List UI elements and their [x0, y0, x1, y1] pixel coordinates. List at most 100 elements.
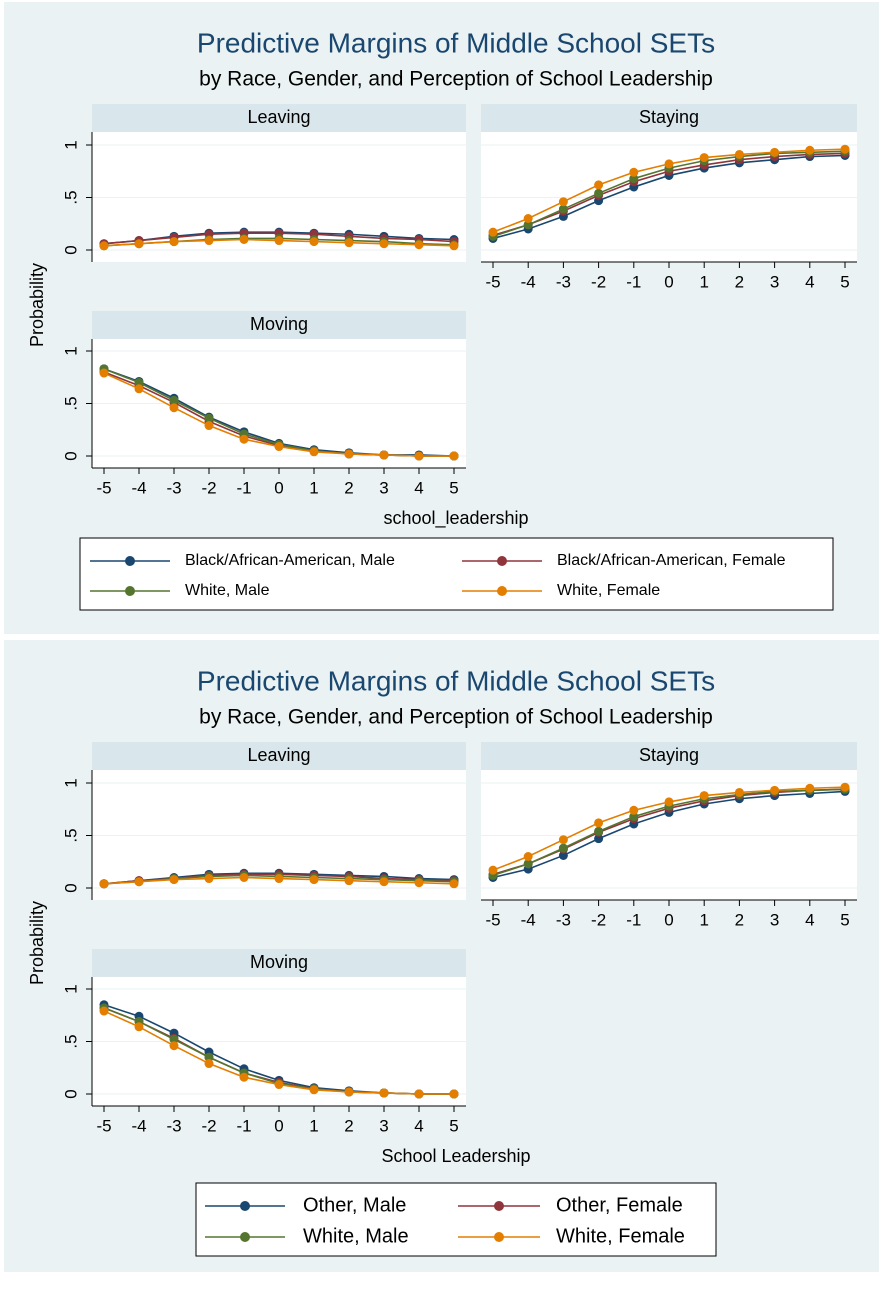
y-tick-label: 1: [61, 778, 80, 787]
series-marker: [523, 220, 533, 230]
x-tick-label: 1: [699, 910, 708, 929]
x-tick-label: -4: [131, 478, 146, 497]
panel-title: Moving: [250, 314, 308, 334]
series-marker: [134, 378, 144, 387]
x-tick-label: 4: [805, 910, 814, 929]
legend-marker: [494, 1201, 504, 1211]
x-tick-label: 2: [735, 910, 744, 929]
series-marker: [239, 1072, 249, 1082]
x-tick-label: 3: [379, 1116, 388, 1135]
series-marker: [169, 395, 179, 405]
legend-label: White, Male: [185, 582, 270, 599]
series-marker: [134, 384, 144, 394]
series-marker: [449, 451, 459, 461]
series-marker: [558, 843, 568, 853]
series-marker: [594, 834, 604, 844]
series-marker: [734, 787, 744, 797]
series-marker: [99, 879, 109, 889]
x-tick-label: -5: [96, 478, 111, 497]
series-marker: [344, 876, 354, 886]
series-marker: [558, 197, 568, 207]
y-tick-label: 0: [61, 883, 80, 892]
chart-subtitle: by Race, Gender, and Perception of Schoo…: [199, 706, 713, 729]
x-tick-label: -5: [485, 910, 500, 929]
series-marker: [523, 214, 533, 223]
series-marker: [379, 1088, 389, 1098]
series-marker: [239, 434, 249, 444]
y-tick-label: 0: [61, 1089, 80, 1098]
series-marker: [805, 783, 815, 793]
series-marker: [805, 145, 815, 155]
x-tick-label: 0: [274, 1116, 283, 1135]
x-tick-label: 5: [449, 478, 458, 497]
x-tick-label: -4: [131, 1116, 146, 1135]
series-marker: [274, 874, 284, 884]
legend-label: White, Female: [557, 582, 660, 599]
legend-marker: [125, 556, 135, 566]
series-marker: [169, 1034, 179, 1044]
panel-title: Leaving: [247, 107, 310, 127]
legend-marker: [240, 1232, 250, 1242]
x-tick-label: 1: [309, 1116, 318, 1135]
series-marker: [204, 236, 214, 246]
chart-title: Predictive Margins of Middle School SETs: [197, 665, 715, 696]
x-tick-label: -3: [166, 478, 181, 497]
series-marker: [379, 450, 389, 460]
series-marker: [558, 204, 568, 214]
legend-marker: [125, 586, 135, 596]
x-tick-label: 0: [664, 272, 673, 291]
series-marker: [344, 449, 354, 459]
y-tick-label: 1: [61, 346, 80, 355]
panel-header: [92, 949, 466, 977]
series-marker: [488, 227, 498, 237]
series-marker: [414, 1089, 424, 1099]
series-marker: [488, 865, 498, 875]
series-marker: [414, 240, 424, 250]
x-tick-label: 3: [770, 272, 779, 291]
y-tick-label: 0: [61, 245, 80, 254]
series-marker: [594, 826, 604, 836]
panel-header: [92, 742, 466, 770]
x-tick-label: 0: [664, 910, 673, 929]
series-marker: [523, 859, 533, 869]
panel-header: [92, 311, 466, 339]
x-tick-label: 4: [414, 1116, 423, 1135]
x-axis-label: School Leadership: [381, 1146, 530, 1166]
series-marker: [523, 852, 533, 861]
series-marker: [414, 878, 424, 888]
series-marker: [309, 237, 319, 247]
x-tick-label: -1: [236, 1116, 251, 1135]
series-marker: [594, 180, 604, 190]
series-marker: [629, 167, 639, 177]
series-marker: [379, 877, 389, 887]
x-tick-label: 3: [770, 910, 779, 929]
series-marker: [99, 368, 109, 378]
series-marker: [169, 1041, 179, 1051]
y-tick-label: .5: [61, 1034, 80, 1048]
series-marker: [239, 235, 249, 244]
panel-title: Staying: [639, 107, 699, 127]
x-tick-label: -4: [521, 910, 536, 929]
series-marker: [840, 144, 850, 154]
series-marker: [274, 1080, 284, 1090]
legend-label: Black/African-American, Male: [185, 552, 395, 569]
series-marker: [99, 241, 109, 251]
series-marker: [309, 875, 319, 885]
series-marker: [558, 835, 568, 845]
series-marker: [629, 805, 639, 815]
legend-label: Other, Female: [556, 1194, 683, 1216]
series-marker: [558, 850, 568, 860]
legend-label: White, Male: [303, 1225, 409, 1247]
y-tick-label: 1: [61, 984, 80, 993]
x-tick-label: -2: [591, 272, 606, 291]
x-tick-label: 5: [840, 272, 849, 291]
x-tick-label: -3: [556, 272, 571, 291]
x-tick-label: -1: [626, 272, 641, 291]
y-tick-label: 1: [61, 140, 80, 149]
chart-subtitle: by Race, Gender, and Perception of Schoo…: [199, 68, 713, 91]
y-tick-label: 0: [61, 451, 80, 460]
panel-title: Staying: [639, 745, 699, 765]
series-marker: [414, 451, 424, 461]
panel-header: [92, 104, 466, 132]
panel-header: [481, 742, 857, 770]
